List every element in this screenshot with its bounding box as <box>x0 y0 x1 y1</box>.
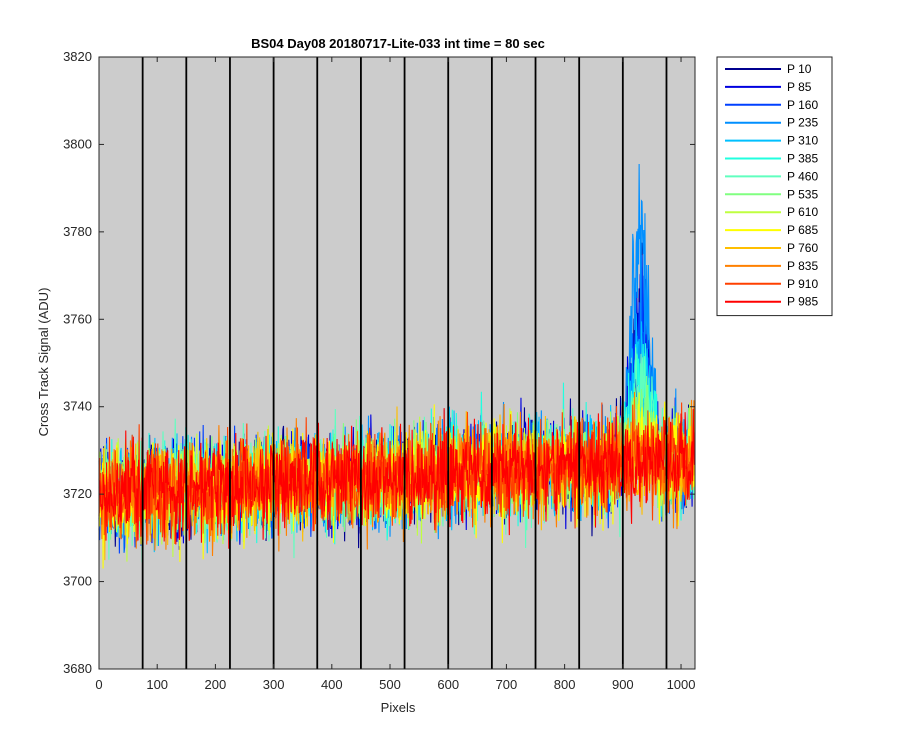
x-tick-label: 1000 <box>667 677 696 692</box>
legend-label: P 460 <box>787 169 818 183</box>
y-tick-label: 3700 <box>63 574 92 589</box>
legend-label: P 685 <box>787 223 818 237</box>
legend-label: P 10 <box>787 62 812 76</box>
segment-boundaries <box>141 57 668 669</box>
chart-title: BS04 Day08 20180717-Lite-033 int time = … <box>251 36 545 51</box>
x-tick-label: 700 <box>496 677 518 692</box>
legend-label: P 910 <box>787 277 818 291</box>
series-layer <box>98 163 695 569</box>
axes: 0 100 200 300 400 500 600 700 800 900 1000 3680 3700… <box>63 49 695 692</box>
plot-background <box>99 57 695 669</box>
x-tick-label: 100 <box>146 677 168 692</box>
x-tick-label: 400 <box>321 677 343 692</box>
x-tick-label: 900 <box>612 677 634 692</box>
legend-label: P 835 <box>787 259 818 273</box>
legend: P 10 P 85 P 160 P 235 P 310 P 385 P 460 P 535 P … <box>716 56 833 317</box>
legend-label: P 85 <box>787 80 812 94</box>
x-tick-label: 0 <box>95 677 102 692</box>
legend-label: P 385 <box>787 152 818 166</box>
legend-label: P 760 <box>787 241 818 255</box>
x-tick-label: 600 <box>437 677 459 692</box>
y-tick-label: 3800 <box>63 136 92 151</box>
legend-label: P 985 <box>787 295 818 309</box>
y-tick-label: 3720 <box>63 486 92 501</box>
legend-label: P 610 <box>787 205 818 219</box>
y-tick-label: 3680 <box>63 661 92 676</box>
plot-frame <box>98 56 696 670</box>
legend-label: P 235 <box>787 116 818 130</box>
x-tick-label: 800 <box>554 677 576 692</box>
y-tick-label: 3740 <box>63 399 92 414</box>
y-tick-label: 3780 <box>63 224 92 239</box>
legend-box <box>716 56 833 317</box>
legend-label: P 535 <box>787 187 818 201</box>
legend-label: P 160 <box>787 98 818 112</box>
series-line-p985 <box>98 408 695 549</box>
legend-label: P 310 <box>787 134 818 148</box>
y-axis-label: Cross Track Signal (ADU) <box>36 288 51 437</box>
x-tick-label: 200 <box>205 677 227 692</box>
x-tick-label: 300 <box>263 677 285 692</box>
x-axis-label: Pixels <box>381 700 416 715</box>
y-tick-label: 3760 <box>63 311 92 326</box>
x-tick-label: 500 <box>379 677 401 692</box>
y-tick-label: 3820 <box>63 49 92 64</box>
